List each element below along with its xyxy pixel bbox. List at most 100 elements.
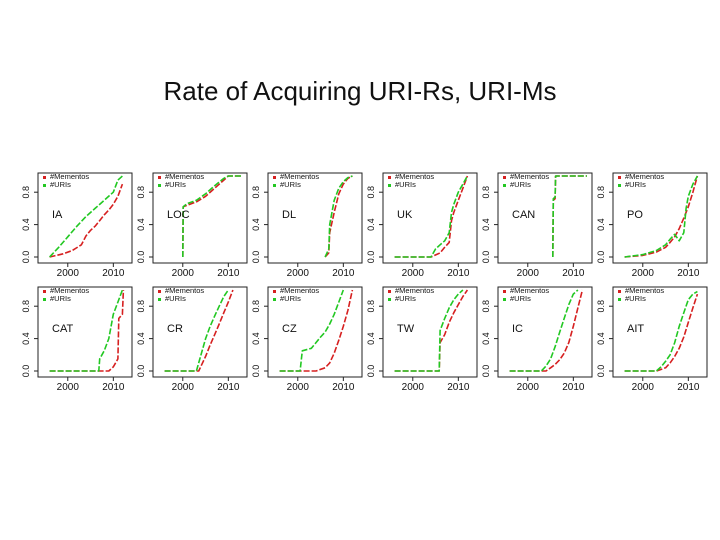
y-tick-label: 0.0: [251, 251, 261, 264]
y-tick-label: 0.0: [481, 251, 491, 264]
panel-label: TW: [397, 323, 415, 335]
x-tick-label: 2000: [632, 382, 655, 393]
panel-cz: 0.0 0.4 0.8 2000 2010 #Mementos#URIs CZ: [251, 286, 363, 393]
legend-swatch-mementos: [158, 290, 161, 293]
legend-swatch-uris: [43, 184, 46, 187]
legend-label-uris: #URIs: [50, 180, 71, 189]
plot-frame: [612, 172, 708, 264]
y-tick-label: 0.4: [251, 218, 261, 231]
legend-label-uris: #URIs: [395, 180, 416, 189]
series-line-mementos: [509, 289, 584, 372]
series-line-uris: [49, 289, 124, 372]
series-line-uris: [552, 175, 587, 258]
y-tick-label: 0.0: [136, 365, 146, 378]
legend-label-mementos: #Mementos: [50, 172, 89, 181]
y-tick-label: 0.8: [21, 186, 31, 199]
series-line-uris: [279, 289, 345, 372]
series-line-mementos: [394, 175, 469, 258]
y-tick-label: 0.8: [251, 186, 261, 199]
y-tick-label: 0.0: [366, 251, 376, 264]
legend-label-mementos: #Mementos: [625, 286, 664, 295]
y-tick-label: 0.4: [251, 332, 261, 345]
series-line-uris: [624, 175, 699, 258]
legend-label-mementos: #Mementos: [625, 172, 664, 181]
plot-frame: [152, 286, 248, 378]
panel-tw: 0.0 0.4 0.8 2000 2010 #Mementos#URIs TW: [366, 286, 478, 393]
panel-label: AIT: [627, 323, 644, 335]
legend-swatch-uris: [618, 184, 621, 187]
plot-frame: [497, 286, 593, 378]
legend-label-uris: #URIs: [165, 294, 186, 303]
x-tick-label: 2000: [402, 268, 425, 279]
panel-ic: 0.0 0.4 0.8 2000 2010 #Mementos#URIs IC: [481, 286, 593, 393]
x-tick-label: 2010: [102, 268, 125, 279]
legend-swatch-mementos: [43, 290, 46, 293]
plot-frame: [37, 172, 133, 264]
x-tick-label: 2010: [677, 382, 700, 393]
series-line-mementos: [624, 175, 699, 258]
legend-label-uris: #URIs: [395, 294, 416, 303]
legend-swatch-uris: [388, 184, 391, 187]
legend-swatch-uris: [158, 184, 161, 187]
y-tick-label: 0.0: [21, 251, 31, 264]
legend-label-mementos: #Mementos: [50, 286, 89, 295]
legend-swatch-mementos: [388, 290, 391, 293]
panel-label: CR: [167, 323, 183, 335]
x-tick-label: 2010: [332, 268, 355, 279]
panel-ait: 0.0 0.4 0.8 2000 2010 #Mementos#URIs AIT: [596, 286, 708, 393]
y-tick-label: 0.8: [136, 186, 146, 199]
legend-label-uris: #URIs: [625, 294, 646, 303]
plot-frame: [497, 172, 593, 264]
panel-cat: 0.0 0.4 0.8 2000 2010 #Mementos#URIs CAT: [21, 286, 133, 393]
legend-label-mementos: #Mementos: [510, 172, 549, 181]
panel-label: CAT: [52, 323, 73, 335]
panel-label: PO: [627, 209, 643, 221]
legend-swatch-mementos: [503, 176, 506, 179]
y-tick-label: 0.0: [366, 365, 376, 378]
y-tick-label: 0.4: [596, 332, 606, 345]
legend-swatch-mementos: [618, 176, 621, 179]
legend-label-mementos: #Mementos: [395, 286, 434, 295]
legend-label-mementos: #Mementos: [165, 286, 204, 295]
x-tick-label: 2000: [172, 268, 195, 279]
panel-label: CZ: [282, 323, 297, 335]
series-line-uris: [164, 289, 229, 372]
legend-swatch-uris: [503, 184, 506, 187]
plot-frame: [267, 286, 363, 378]
x-tick-label: 2000: [517, 382, 540, 393]
legend-label-mementos: #Mementos: [510, 286, 549, 295]
legend-swatch-mementos: [618, 290, 621, 293]
y-tick-label: 0.4: [21, 218, 31, 231]
y-tick-label: 0.4: [366, 218, 376, 231]
panel-label: DL: [282, 209, 296, 221]
plot-frame: [382, 286, 478, 378]
y-tick-label: 0.8: [596, 186, 606, 199]
legend-label-uris: #URIs: [510, 294, 531, 303]
panel-label: IA: [52, 209, 63, 221]
panel-po: 0.0 0.4 0.8 2000 2010 #Mementos#URIs PO: [596, 172, 708, 279]
series-line-uris: [394, 175, 469, 258]
y-tick-label: 0.0: [596, 251, 606, 264]
x-tick-label: 2000: [172, 382, 195, 393]
panel-uk: 0.0 0.4 0.8 2000 2010 #Mementos#URIs UK: [366, 172, 478, 279]
legend-swatch-mementos: [43, 176, 46, 179]
legend-label-mementos: #Mementos: [280, 172, 319, 181]
x-tick-label: 2000: [57, 382, 80, 393]
x-tick-label: 2010: [217, 268, 240, 279]
legend-label-uris: #URIs: [165, 180, 186, 189]
series-line-mementos: [624, 293, 699, 372]
plot-frame: [612, 286, 708, 378]
panel-can: 0.0 0.4 0.8 2000 2010 #Mementos#URIs CAN: [481, 172, 593, 279]
panel-ia: 0.0 0.4 0.8 2000 2010 #Mementos#URIs IA: [21, 172, 133, 279]
x-tick-label: 2000: [632, 268, 655, 279]
panel-cr: 0.0 0.4 0.8 2000 2010 #Mementos#URIs CR: [136, 286, 248, 393]
y-tick-label: 0.0: [136, 251, 146, 264]
y-tick-label: 0.4: [366, 332, 376, 345]
y-tick-label: 0.4: [136, 332, 146, 345]
y-tick-label: 0.8: [136, 300, 146, 313]
legend-swatch-mementos: [158, 176, 161, 179]
series-line-uris: [182, 175, 242, 258]
series-line-mementos: [394, 289, 469, 372]
x-tick-label: 2010: [447, 382, 470, 393]
x-tick-label: 2000: [287, 382, 310, 393]
